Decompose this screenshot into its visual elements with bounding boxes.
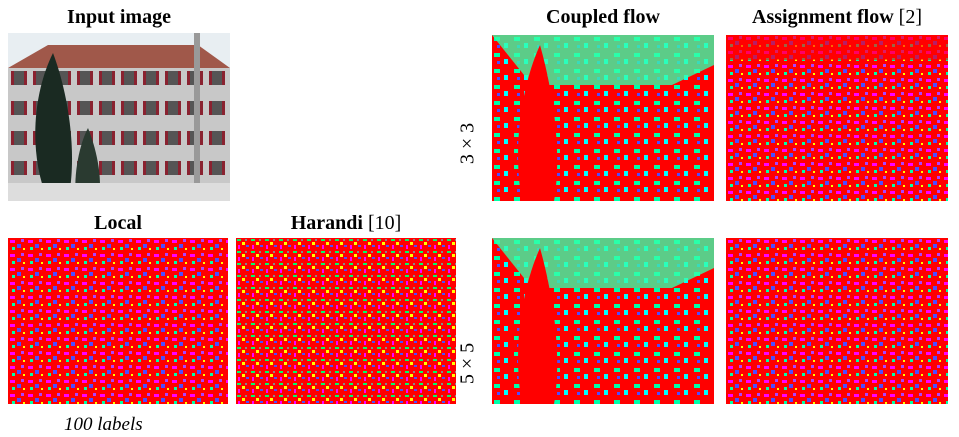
column-title: Coupled flow xyxy=(492,6,714,29)
figure: Input image Coupled flow Assignment flow… xyxy=(0,0,959,437)
row-label: 3 × 3 xyxy=(457,104,480,184)
local-result xyxy=(8,238,228,404)
baseline-title: Local xyxy=(8,212,228,235)
assignment-5x5 xyxy=(726,238,948,404)
row-label: 5 × 5 xyxy=(457,324,480,404)
input-image xyxy=(8,33,230,201)
column-title: Assignment flow [2] xyxy=(714,6,959,29)
caption: 100 labels xyxy=(64,414,143,436)
baseline-title: Harandi [10] xyxy=(236,212,456,235)
harandi-result xyxy=(236,238,456,404)
coupled-5x5 xyxy=(492,238,714,404)
assignment-3x3 xyxy=(726,35,948,201)
input-title: Input image xyxy=(8,6,230,29)
coupled-3x3 xyxy=(492,35,714,201)
